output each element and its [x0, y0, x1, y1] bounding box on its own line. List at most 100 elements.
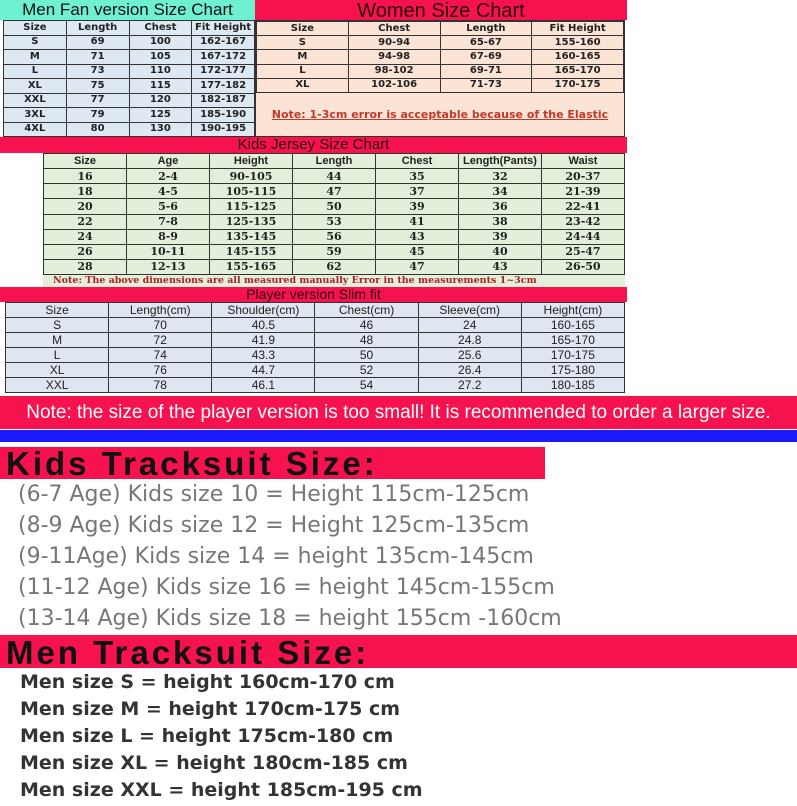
table-cell: 167-172 [191, 49, 255, 65]
table-row: S 90-94 65-67 155-160 [256, 35, 624, 51]
table-row: 22 7-8 125-135 53 41 38 23-42 [43, 213, 625, 230]
table-cell: 18 [43, 183, 127, 200]
player-chart-title: Player version Slim fit [0, 287, 627, 302]
table-cell: 182-187 [191, 92, 255, 108]
table-cell: 24 [43, 228, 127, 245]
table-cell: XL [256, 77, 349, 94]
table-row: 24 8-9 135-145 56 43 39 24-44 [43, 228, 625, 245]
column-header: Length(cm) [108, 302, 213, 318]
table-cell: 28 [43, 258, 127, 276]
table-row: L 98-102 69-71 165-170 [256, 63, 624, 79]
table-cell: 43 [458, 258, 542, 276]
table-cell: 36 [458, 198, 542, 215]
men-tracksuit-line: Men size XXL = height 185cm-195 cm [20, 779, 423, 801]
kids-chart-title: Kids Jersey Size Chart [0, 137, 627, 153]
table-cell: 47 [292, 183, 376, 200]
table-cell: 170-175 [531, 77, 624, 94]
table-cell: 22-41 [541, 198, 625, 215]
column-header: Length [292, 152, 376, 170]
kids-tracksuit-title: Kids Tracksuit Size: [0, 447, 545, 479]
table-cell: 50 [292, 198, 376, 215]
player-size-table: Size Length(cm) Shoulder(cm) Chest(cm) Sleev… [4, 302, 626, 393]
column-header: Shoulder(cm) [211, 302, 316, 318]
table-cell: S [4, 317, 110, 333]
kids-tracksuit-line: (9-11Age) Kids size 14 = height 135cm-14… [18, 544, 534, 569]
table-cell: 35 [375, 168, 459, 185]
table-cell: 69 [65, 34, 130, 50]
column-header: Chest [128, 20, 193, 36]
column-header: Height(cm) [520, 302, 626, 318]
table-cell: 180-185 [520, 377, 626, 393]
table-cell: 162-167 [191, 34, 255, 50]
table-cell: 177-182 [191, 78, 255, 94]
table-cell: 90-105 [209, 168, 293, 185]
table-cell: 38 [458, 213, 542, 230]
table-cell: 72 [108, 332, 213, 348]
table-cell: 110 [128, 63, 193, 79]
table-cell: 20-37 [541, 168, 625, 185]
header-row: Size Age Height Length Chest Length(Pants) Wai… [43, 152, 625, 170]
header-row: Size Length(cm) Shoulder(cm) Chest(cm) Sleev… [4, 302, 626, 318]
table-cell: 41.9 [211, 332, 316, 348]
table-cell: 59 [292, 243, 376, 260]
table-row: L 74 43.3 50 25.6 170-175 [4, 347, 626, 363]
table-cell: 71 [65, 49, 130, 65]
table-cell: 125 [128, 107, 193, 123]
men-chart-title: Men Fan version Size Chart [0, 0, 255, 20]
table-cell: 94-98 [347, 49, 441, 65]
column-header: Length(Pants) [458, 152, 542, 170]
column-header: Age [126, 152, 210, 170]
table-row: 28 12-13 155-165 62 47 43 26-50 [43, 258, 625, 276]
table-row: 16 2-4 90-105 44 35 32 20-37 [43, 168, 625, 185]
table-cell: 185-190 [191, 107, 255, 123]
men-tracksuit-line: Men size L = height 175cm-180 cm [20, 725, 394, 747]
table-cell: 77 [65, 92, 130, 108]
table-cell: 135-145 [209, 228, 293, 245]
column-header: Chest(cm) [314, 302, 419, 318]
table-cell: 160-165 [520, 317, 626, 333]
table-cell: 39 [375, 198, 459, 215]
men-tracksuit-line: Men size M = height 170cm-175 cm [20, 698, 401, 720]
table-cell: 46 [314, 317, 419, 333]
table-cell: 5-6 [126, 198, 210, 215]
table-cell: 40.5 [211, 317, 316, 333]
table-cell: 46.1 [211, 377, 316, 393]
table-cell: M [3, 49, 67, 65]
table-cell: M [4, 332, 110, 348]
table-cell: 78 [108, 377, 213, 393]
table-cell: 105 [128, 49, 193, 65]
table-cell: S [3, 34, 67, 50]
table-cell: 44.7 [211, 362, 316, 378]
women-note: Note: 1-3cm error is acceptable because … [271, 108, 609, 121]
table-cell: 34 [458, 183, 542, 200]
table-row: XL 102-106 71-73 170-175 [256, 77, 624, 94]
table-row: 26 10-11 145-155 59 45 40 25-47 [43, 243, 625, 260]
table-cell: 62 [292, 258, 376, 276]
table-cell: 3XL [3, 107, 67, 123]
table-cell: 32 [458, 168, 542, 185]
table-cell: 69-71 [439, 63, 533, 79]
table-row: XXL 77 120 182-187 [3, 92, 255, 108]
table-cell: 43 [375, 228, 459, 245]
table-row: XL 75 115 177-182 [3, 78, 255, 94]
kids-note: Note: The above dimensions are all measu… [43, 275, 625, 288]
table-cell: 7-8 [126, 213, 210, 230]
table-cell: L [4, 347, 110, 363]
table-cell: 70 [108, 317, 213, 333]
table-cell: XXL [4, 377, 110, 393]
table-cell: 74 [108, 347, 213, 363]
table-row: XXL 78 46.1 54 27.2 180-185 [4, 377, 626, 393]
column-header: Height [209, 152, 293, 170]
table-cell: XL [3, 78, 67, 94]
table-cell: 52 [314, 362, 419, 378]
table-cell: 98-102 [347, 63, 441, 79]
table-cell: L [256, 63, 349, 79]
table-cell: 76 [108, 362, 213, 378]
column-header: Chest [375, 152, 459, 170]
table-cell: 54 [314, 377, 419, 393]
table-cell: 155-165 [209, 258, 293, 276]
kids-size-table: Size Age Height Length Chest Length(Pants) Wai… [43, 152, 625, 276]
table-cell: 71-73 [439, 77, 533, 94]
table-row: 20 5-6 115-125 50 39 36 22-41 [43, 198, 625, 215]
table-cell: 56 [292, 228, 376, 245]
